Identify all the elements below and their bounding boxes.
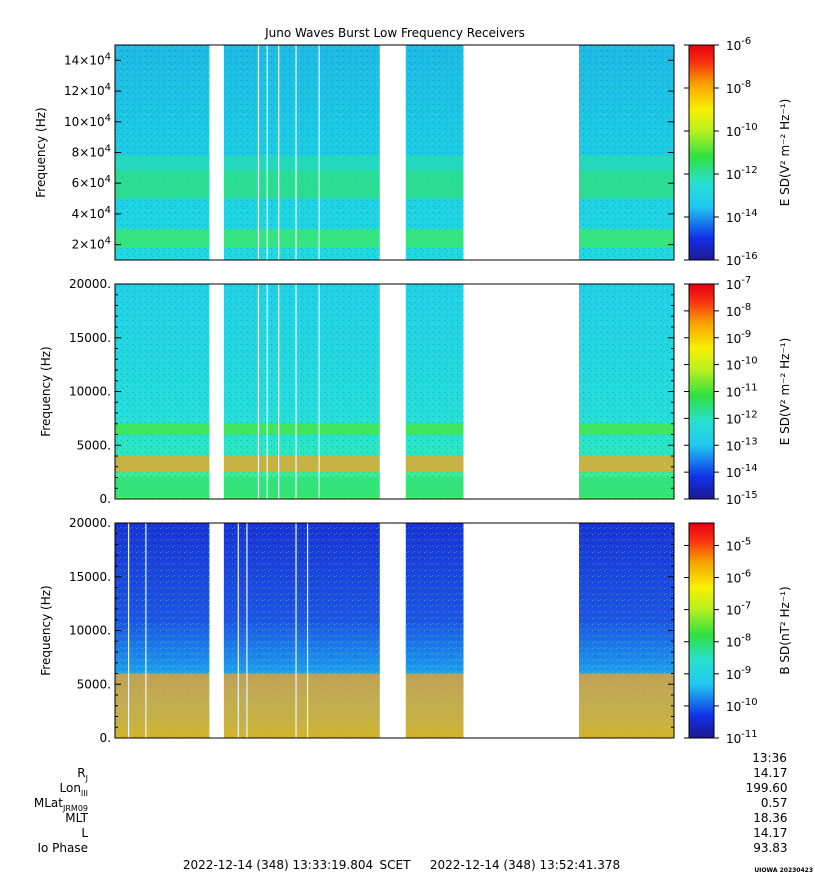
y-tick-label: 4×104 [72, 205, 111, 221]
ephemeris-value: 93.83 [753, 841, 787, 855]
time-tick-label: 13:36 [752, 751, 787, 765]
data-gap [209, 45, 224, 261]
y-tick-label: 14×104 [64, 51, 111, 67]
figure-title: Juno Waves Burst Low Frequency Receivers [264, 26, 525, 40]
y-tick-label: 10000. [69, 385, 111, 399]
ephemeris-label: RJ [77, 766, 88, 783]
colorbar-tick-label: 10-10 [726, 122, 758, 139]
data-gap [463, 284, 580, 500]
data-gap [209, 523, 224, 739]
colorbar-tick-label: 10-9 [726, 665, 751, 682]
ephemeris-table: RJ14.1714.1314.1014.0614.0313.99LonIII19… [34, 766, 788, 855]
y-tick-label: 5000. [77, 677, 111, 691]
data-gap [379, 45, 406, 261]
data-gap [463, 45, 580, 261]
y-tick-label: 15000. [69, 331, 111, 345]
colorbar-tick-label: 10-16 [726, 251, 758, 268]
y-axis-label: Frequency (Hz) [34, 107, 48, 198]
colorbar [688, 522, 715, 739]
colorbar-tick-label: 10-13 [726, 436, 758, 453]
colorbar-tick-label: 10-10 [726, 697, 758, 714]
y-tick-label: 20000. [69, 516, 111, 530]
y-axis-label: Frequency (Hz) [39, 585, 53, 676]
colorbar-tick-label: 10-8 [726, 633, 751, 650]
panel-1: 2×104 4×104 6×104 8×104 10×104 12×104 14×104 Fr… [34, 36, 792, 268]
colorbar-tick-label: 10-11 [726, 383, 758, 400]
colorbar-tick-label: 10-14 [726, 463, 758, 480]
colorbar-tick-label: 10-8 [726, 302, 751, 319]
y-tick-label: 10×104 [64, 113, 111, 129]
y-tick-label: 10000. [69, 624, 111, 638]
colorbar-tick-label: 10-7 [726, 601, 751, 618]
data-gap [379, 284, 406, 500]
footer-end-time: 2022-12-14 (348) 13:52:41.378 [430, 858, 620, 872]
ephemeris-value: 0.57 [761, 796, 788, 810]
ephemeris-label: MLT [65, 811, 88, 825]
colorbar-tick-label: 10-14 [726, 208, 758, 225]
y-tick-label: 8×104 [72, 144, 111, 160]
ephemeris-value: 14.17 [753, 826, 787, 840]
ephemeris-value: 18.36 [753, 811, 787, 825]
colorbar-tick-label: 10-11 [726, 729, 758, 746]
footer-scet: SCET [380, 858, 412, 872]
ephemeris-value: 199.60 [746, 781, 788, 795]
colorbar [688, 44, 715, 261]
colorbar-tick-label: 10-12 [726, 409, 758, 426]
y-tick-label: 12×104 [64, 82, 111, 98]
colorbar-tick-label: 10-10 [726, 356, 758, 373]
colorbar-tick-label: 10-5 [726, 536, 751, 553]
colorbar-tick-label: 10-8 [726, 79, 751, 96]
y-tick-label: 0. [100, 731, 111, 745]
colorbar [688, 283, 715, 500]
y-tick-label: 5000. [77, 438, 111, 452]
colorbar-label: B SD(nT² Hz⁻¹) [778, 586, 792, 674]
y-tick-label: 6×104 [72, 174, 111, 190]
y-tick-label: 20000. [69, 277, 111, 291]
colorbar-tick-label: 10-7 [726, 275, 751, 292]
colorbar-tick-label: 10-12 [726, 165, 758, 182]
y-tick-label: 0. [100, 492, 111, 506]
data-gap [379, 523, 406, 739]
panel-3: 0. 5000. 10000. 15000. 20000. Frequency (Hz) 1… [39, 516, 792, 746]
y-axis-label: Frequency (Hz) [39, 346, 53, 437]
colorbar-tick-label: 10-6 [726, 569, 751, 586]
panels: 2×104 4×104 6×104 8×104 10×104 12×104 14×104 Fr… [34, 36, 792, 765]
ephemeris-label: Io Phase [37, 841, 88, 855]
credit-stamp: UIOWA 20230423 [754, 867, 813, 874]
colorbar-tick-label: 10-9 [726, 329, 751, 346]
y-tick-label: 2×104 [72, 236, 111, 252]
footer-start-time: 2022-12-14 (348) 13:33:19.804 [183, 858, 373, 872]
colorbar-label: E SD(V² m⁻² Hz⁻¹) [778, 99, 792, 207]
y-tick-label: 15000. [69, 570, 111, 584]
colorbar-label: E SD(V² m⁻² Hz⁻¹) [778, 338, 792, 446]
panel-2: 0. 5000. 10000. 15000. 20000. Frequency (Hz) 1… [39, 275, 792, 507]
data-gap [209, 284, 224, 500]
data-gap [463, 523, 580, 739]
ephemeris-label: L [81, 826, 88, 840]
ephemeris-value: 14.17 [753, 766, 787, 780]
ephemeris-label: LonIII [60, 781, 89, 798]
colorbar-tick-label: 10-6 [726, 36, 751, 53]
colorbar-tick-label: 10-15 [726, 490, 758, 507]
